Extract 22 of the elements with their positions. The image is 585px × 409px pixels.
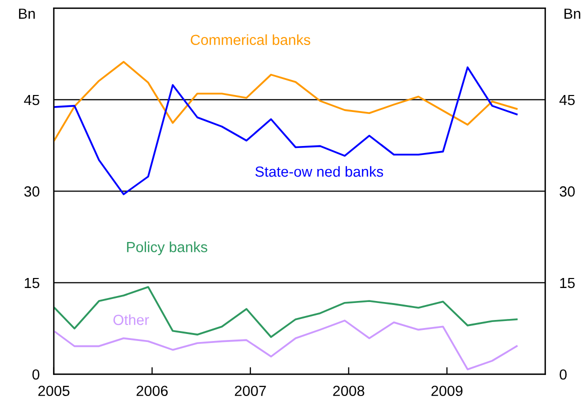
y2-axis-title: Bn: [564, 8, 580, 19]
y2-tick-label: 15: [560, 278, 575, 288]
y2-tick-label: 45: [559, 94, 575, 106]
text: Policy banks: [127, 242, 208, 256]
y2-tick-label: 0: [560, 369, 567, 380]
x-tick-label: 2009: [431, 386, 462, 396]
y-tick-label: 15: [24, 278, 40, 288]
x-tick-label: 2005: [38, 386, 70, 396]
y-tick-label: 30: [24, 186, 40, 197]
x-tick-label: 2008: [333, 386, 364, 396]
y-axis-title: Bn: [19, 8, 35, 19]
line-series: [54, 286, 518, 338]
x-tick-label: 2007: [234, 386, 266, 396]
y-tick-label: 45: [24, 94, 40, 106]
y-tick-label: 0: [32, 369, 40, 380]
text: Commerical banks: [190, 34, 310, 46]
series-label: Other: [113, 314, 149, 326]
line-series: [54, 60, 518, 142]
y2-tick-label: 30: [560, 186, 575, 197]
series-label: State-ow ned banks: [255, 166, 384, 177]
line-series: [54, 66, 518, 196]
x-tick-label: 2006: [136, 386, 168, 396]
